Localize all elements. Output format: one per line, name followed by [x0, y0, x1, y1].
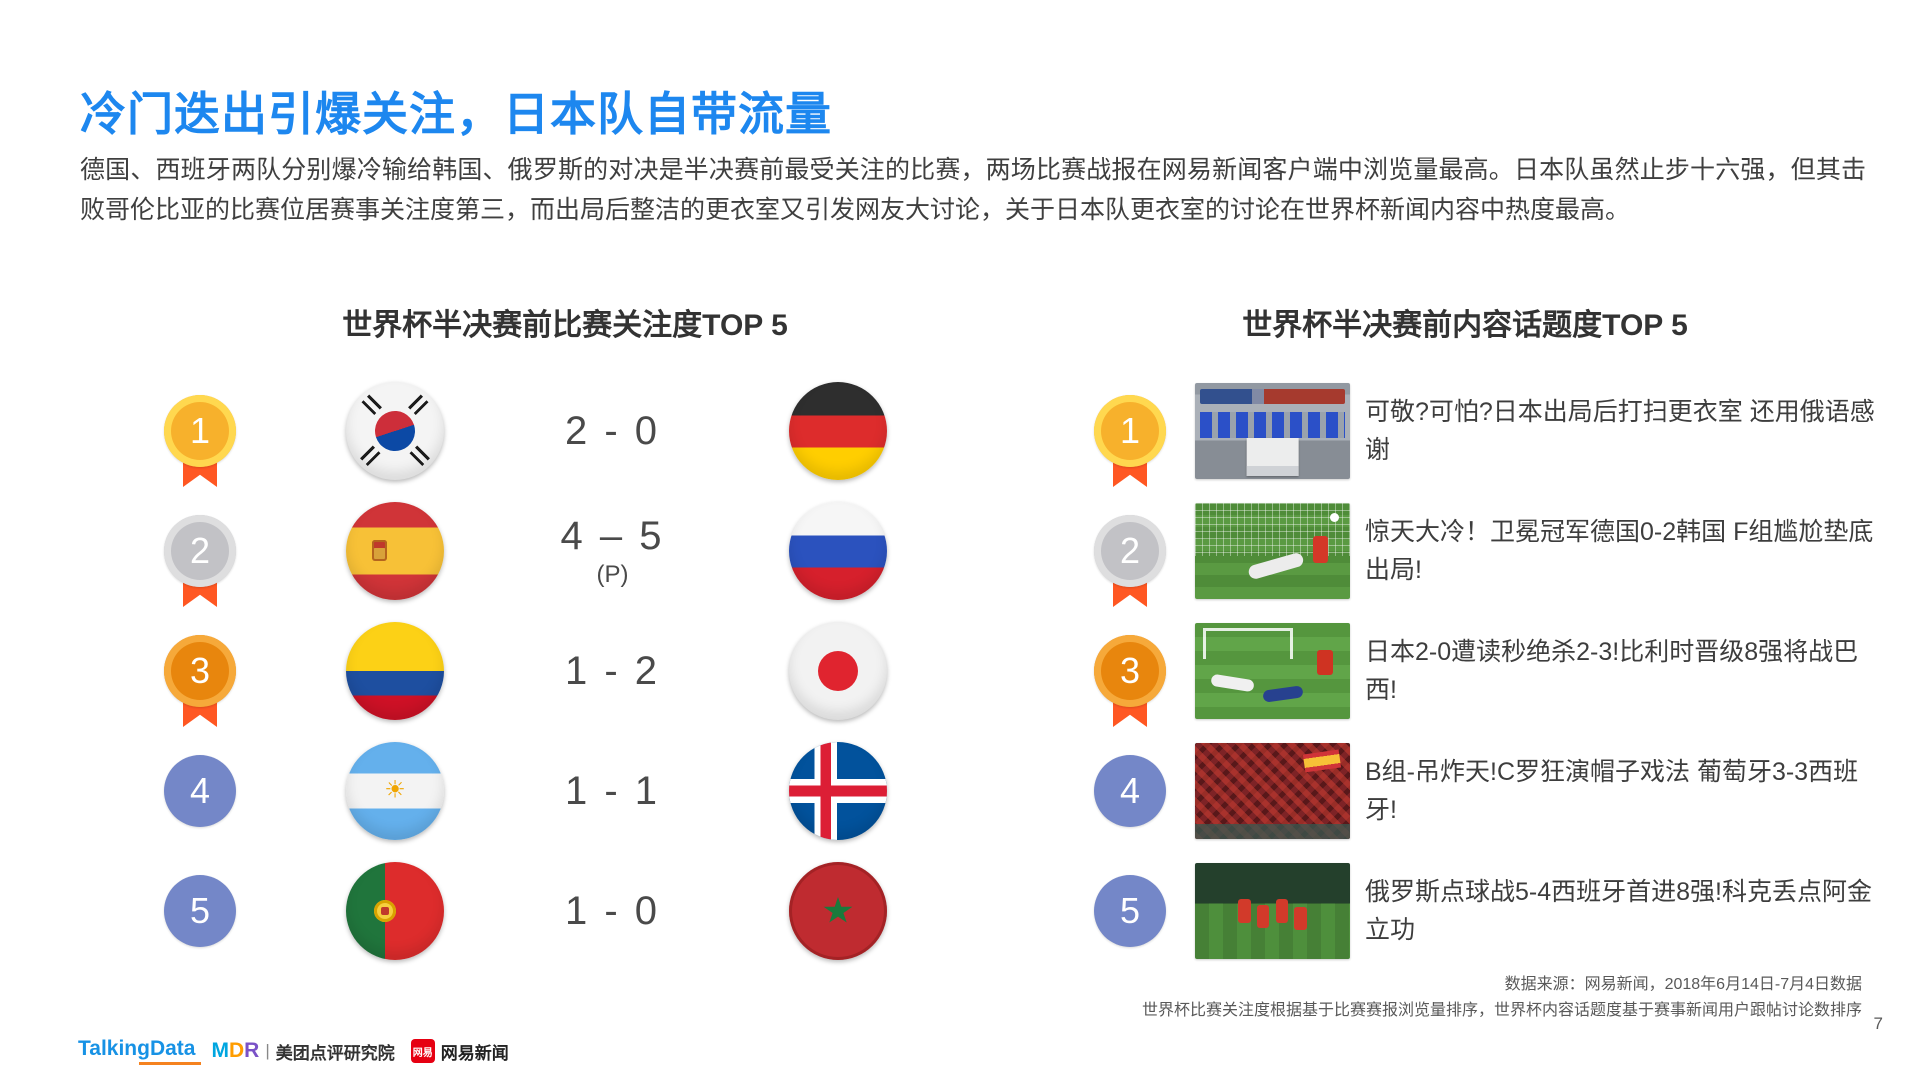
gold-medal-icon: 1	[163, 395, 237, 487]
match-score: 1 - 0	[564, 888, 661, 933]
netease-news-logo: 网易 网易新闻	[410, 1039, 509, 1064]
news-thumbnail-germany-korea	[1195, 503, 1350, 599]
news-thumbnail-russia-spain	[1195, 863, 1350, 959]
footer-logos: TalkingData MDR | 美团点评研究院 网易 网易新闻	[78, 1036, 509, 1066]
news-headline: 惊天大冷！卫冕冠军德国0-2韩国 F组尴尬垫底出局!	[1365, 518, 1874, 584]
flag-morocco-icon	[789, 862, 887, 960]
news-headline: 日本2-0遭读秒绝杀2-3!比利时晋级8强将战巴西!	[1365, 638, 1859, 704]
topic-row-2: 2 惊天大冷！卫冕冠军德国0-2韩国 F组尴尬垫底出局!	[1060, 491, 1873, 611]
topic-row-3: 3 日本2-0遭读秒绝杀2-3!比利时晋级8强将战巴西!	[1060, 611, 1870, 731]
meituan-dianping-research-logo: MDR | 美团点评研究院	[211, 1039, 395, 1063]
rank-number: 3	[164, 635, 236, 707]
match-row-5: 5 1 - 0	[130, 851, 940, 971]
rank-number: 1	[1094, 395, 1166, 467]
rank-number: 4	[164, 755, 236, 827]
flag-russia-icon	[789, 502, 887, 600]
news-thumbnail-japan-belgium	[1195, 623, 1350, 719]
intro-paragraph: 德国、西班牙两队分别爆冷输给韩国、俄罗斯的对决是半决赛前最受关注的比赛，两场比赛…	[80, 156, 1866, 224]
page-title: 冷门迭出引爆关注，日本队自带流量	[80, 88, 832, 140]
news-headline: 可敬?可怕?日本出局后打扫更衣室 还用俄语感谢	[1365, 398, 1875, 464]
sun-of-may-icon: ☀	[384, 776, 406, 804]
rank-circle: 5	[1093, 875, 1167, 947]
netease-news-label: 网易新闻	[440, 1043, 509, 1063]
rank-number: 4	[1094, 755, 1166, 827]
netease-logo-icon: 网易	[410, 1039, 435, 1063]
topic-row-5: 5 俄罗斯点球战5-4西班牙首进8强!科克丢点阿金立功	[1060, 851, 1872, 971]
news-thumbnail-locker-room	[1195, 383, 1350, 479]
ranking-method-note: 世界杯比赛关注度根据基于比赛赛报浏览量排序，世界杯内容话题度基于赛事新闻用户跟帖…	[1141, 1002, 1862, 1019]
rank-number: 2	[164, 515, 236, 587]
match-score: 1 - 1	[564, 768, 661, 813]
topic-row-4: 4 B组-吊炸天!C罗狂演帽子戏法 葡萄牙3-3西班牙!	[1060, 731, 1870, 851]
flag-colombia-icon	[346, 622, 444, 720]
flag-portugal-icon	[346, 862, 444, 960]
data-source-note: 数据来源：网易新闻，2018年6月14日-7月4日数据	[1504, 976, 1862, 993]
flag-japan-icon	[789, 622, 887, 720]
topic-row-1: 1 可敬?可怕?日本出局后打扫更衣室 还用俄语感谢	[1060, 371, 1875, 491]
match-row-2: 2 4 – 5 (P)	[130, 491, 940, 611]
flag-spain-icon	[346, 502, 444, 600]
rank-number: 2	[1094, 515, 1166, 587]
match-score: 4 – 5 (P)	[560, 513, 665, 588]
rank-number: 5	[1094, 875, 1166, 947]
rank-number: 1	[164, 395, 236, 467]
rank-number: 5	[164, 875, 236, 947]
flag-germany-icon	[789, 382, 887, 480]
rank-circle: 5	[163, 875, 237, 947]
silver-medal-icon: 2	[163, 515, 237, 607]
rank-number: 3	[1094, 635, 1166, 707]
match-row-4: 4 ☀ 1 - 1	[130, 731, 940, 851]
gold-medal-icon: 1	[1093, 395, 1167, 487]
match-panel-title: 世界杯半决赛前比赛关注度TOP 5	[342, 309, 788, 342]
match-score: 2 - 0	[564, 408, 661, 453]
bronze-medal-icon: 3	[163, 635, 237, 727]
news-headline: B组-吊炸天!C罗狂演帽子戏法 葡萄牙3-3西班牙!	[1365, 758, 1859, 824]
talkingdata-logo: TalkingData	[78, 1037, 202, 1065]
match-row-3: 3 1 - 2	[130, 611, 940, 731]
match-row-1: 1 2 - 0	[130, 371, 940, 491]
flag-argentina-icon: ☀	[346, 742, 444, 840]
topic-panel-title: 世界杯半决赛前内容话题度TOP 5	[1242, 309, 1688, 342]
rank-circle: 4	[163, 755, 237, 827]
silver-medal-icon: 2	[1093, 515, 1167, 607]
page-number: 7	[1873, 1014, 1883, 1033]
bronze-medal-icon: 3	[1093, 635, 1167, 727]
news-thumbnail-fans-crowd	[1195, 743, 1350, 839]
mdr-logo-icon: MDR	[211, 1039, 260, 1062]
flag-iceland-icon	[789, 742, 887, 840]
news-headline: 俄罗斯点球战5-4西班牙首进8强!科克丢点阿金立功	[1365, 878, 1872, 944]
match-score: 1 - 2	[564, 648, 661, 693]
meituan-research-label: 美团点评研究院	[275, 1043, 395, 1063]
rank-circle: 4	[1093, 755, 1167, 827]
flag-south-korea-icon	[346, 382, 444, 480]
